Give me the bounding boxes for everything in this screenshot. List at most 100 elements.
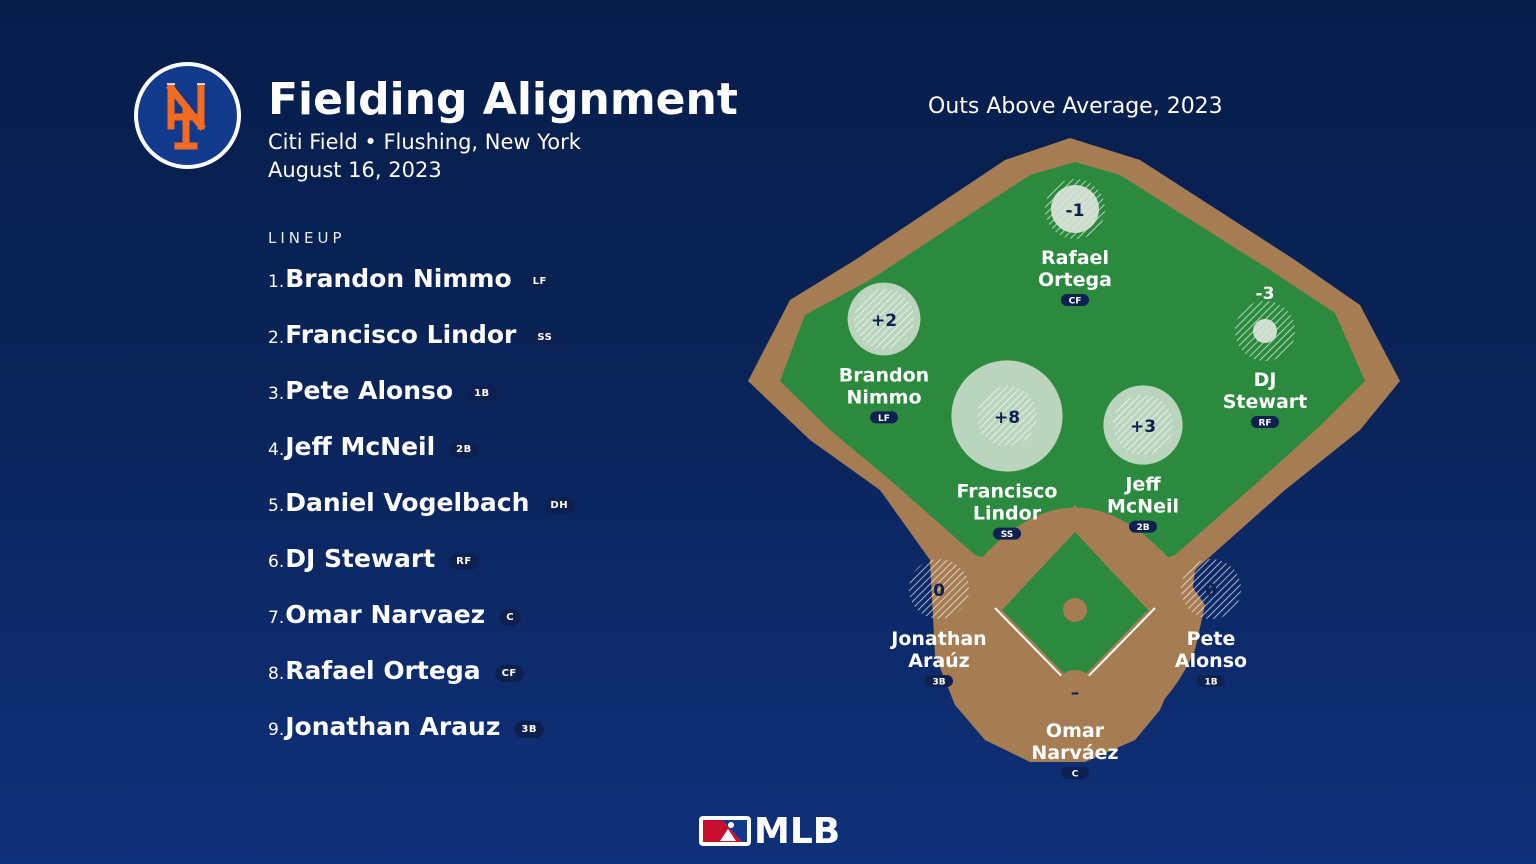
fielder-position: SS [1001, 530, 1014, 540]
fielder-last-name: Stewart [1223, 391, 1307, 413]
lineup-number: 6. [268, 552, 285, 572]
lineup-number: 3. [268, 384, 285, 404]
lineup-player-name: Jeff McNeil [285, 431, 436, 461]
oaa-value: -1 [1066, 201, 1085, 221]
fielder-first-name: Brandon [839, 364, 929, 386]
lineup-player-name: Daniel Vogelbach [285, 487, 530, 517]
fielder-pos-pill [1197, 675, 1225, 687]
fielder-pos-pill [1129, 520, 1157, 533]
position-badge: CF [494, 664, 524, 682]
league-average-circle [1113, 395, 1173, 455]
oaa-value: +3 [1130, 417, 1156, 437]
fielder-last-name: McNeil [1107, 496, 1179, 518]
oaa-value: +2 [871, 311, 897, 331]
fielder-first-name: Francisco [957, 481, 1058, 503]
lineup-player-name: Pete Alonso [285, 375, 454, 405]
lineup-row: 6. DJ Stewart RF [268, 542, 479, 574]
league-average-circle [854, 289, 914, 349]
position-badge: RF [449, 552, 479, 570]
fielder-position: CF [1069, 297, 1082, 307]
oaa-value: – [1071, 683, 1080, 703]
oaa-value: 0 [933, 581, 945, 601]
fielder-position: 1B [1204, 678, 1217, 688]
home-plate-circle [1055, 670, 1095, 710]
mlb-logo-icon [699, 816, 751, 846]
mets-logo-icon [166, 83, 206, 150]
lineup-row: 7. Omar Narvaez C [268, 598, 522, 630]
lineup-number: 4. [268, 440, 285, 460]
fielder-last-name: Ortega [1038, 269, 1112, 291]
lineup-number: 8. [268, 664, 285, 684]
oaa-value: -3 [1256, 284, 1275, 304]
lineup-player-name: Omar Narvaez [285, 599, 486, 629]
position-badge: SS [530, 328, 560, 346]
fielder-first-name: Rafael [1041, 247, 1109, 269]
fielder-last-name: Lindor [973, 503, 1042, 525]
fielder-pos-pill [1061, 767, 1089, 779]
fielder-pos-pill [925, 675, 953, 687]
oaa-circle [909, 559, 969, 619]
fielder-position: C [1072, 770, 1079, 780]
position-badge: 3B [514, 720, 544, 738]
oaa-value: +8 [994, 408, 1020, 428]
position-badge: LF [525, 272, 554, 290]
fielder-pos-pill [993, 527, 1021, 540]
mlb-wordmark: MLB [754, 811, 841, 852]
lineup-row: 8. Rafael Ortega CF [268, 654, 524, 686]
position-badge: C [499, 608, 522, 626]
fielder-last-name: Nimmo [846, 386, 921, 408]
venue-subtitle: Citi Field • Flushing, New York [268, 130, 581, 154]
position-badge: 2B [449, 440, 479, 458]
lineup-number: 9. [268, 720, 285, 740]
lineup-row: 5. Daniel Vogelbach DH [268, 486, 576, 518]
fielder-position: 3B [932, 678, 945, 688]
game-date: August 16, 2023 [268, 158, 442, 182]
lineup-number: 7. [268, 608, 285, 628]
oaa-inner-circle [1253, 319, 1277, 343]
fielder-pos-pill [870, 411, 898, 424]
fielder-position: LF [878, 414, 890, 424]
page-title: Fielding Alignment [268, 74, 738, 125]
fielder-first-name: Omar [1046, 720, 1105, 742]
league-average-circle [977, 386, 1037, 446]
lineup-player-name: DJ Stewart [285, 543, 436, 573]
fielder-last-name: Alonso [1175, 650, 1247, 672]
pitchers-mound [1063, 598, 1087, 622]
position-badge: DH [543, 496, 576, 514]
fielder-pos-pill [1061, 294, 1089, 306]
position-badge: 1B [467, 384, 497, 402]
fielder-pos-pill [1251, 416, 1279, 428]
fielder-last-name: Narváez [1031, 742, 1118, 764]
lineup-row: 4. Jeff McNeil 2B [268, 430, 479, 462]
lineup-player-name: Jonathan Arauz [285, 711, 501, 741]
lineup-player-name: Brandon Nimmo [285, 263, 512, 293]
fielder-first-name: Jonathan [889, 628, 986, 650]
fielder-first-name: Jeff [1123, 474, 1161, 496]
lineup-number: 2. [268, 328, 285, 348]
outfield-grass [780, 162, 1365, 570]
fielder-first-name: DJ [1254, 369, 1277, 391]
oaa-inner-circle [1051, 185, 1099, 233]
fielder-position: 2B [1136, 523, 1149, 533]
lineup-row: 1. Brandon Nimmo LF [268, 262, 554, 294]
lineup-player-name: Francisco Lindor [285, 319, 517, 349]
lineup-heading: LINEUP [268, 229, 346, 247]
lineup-row: 3. Pete Alonso 1B [268, 374, 497, 406]
lineup-row: 2. Francisco Lindor SS [268, 318, 560, 350]
fielder-position: RF [1258, 419, 1271, 429]
fielder-last-name: Araúz [908, 650, 969, 672]
field-title: Outs Above Average, 2023 [928, 94, 1223, 119]
lineup-row: 9. Jonathan Arauz 3B [268, 710, 544, 742]
team-logo [134, 62, 241, 169]
lineup-player-name: Rafael Ortega [285, 655, 481, 685]
lineup-number: 1. [268, 272, 285, 292]
